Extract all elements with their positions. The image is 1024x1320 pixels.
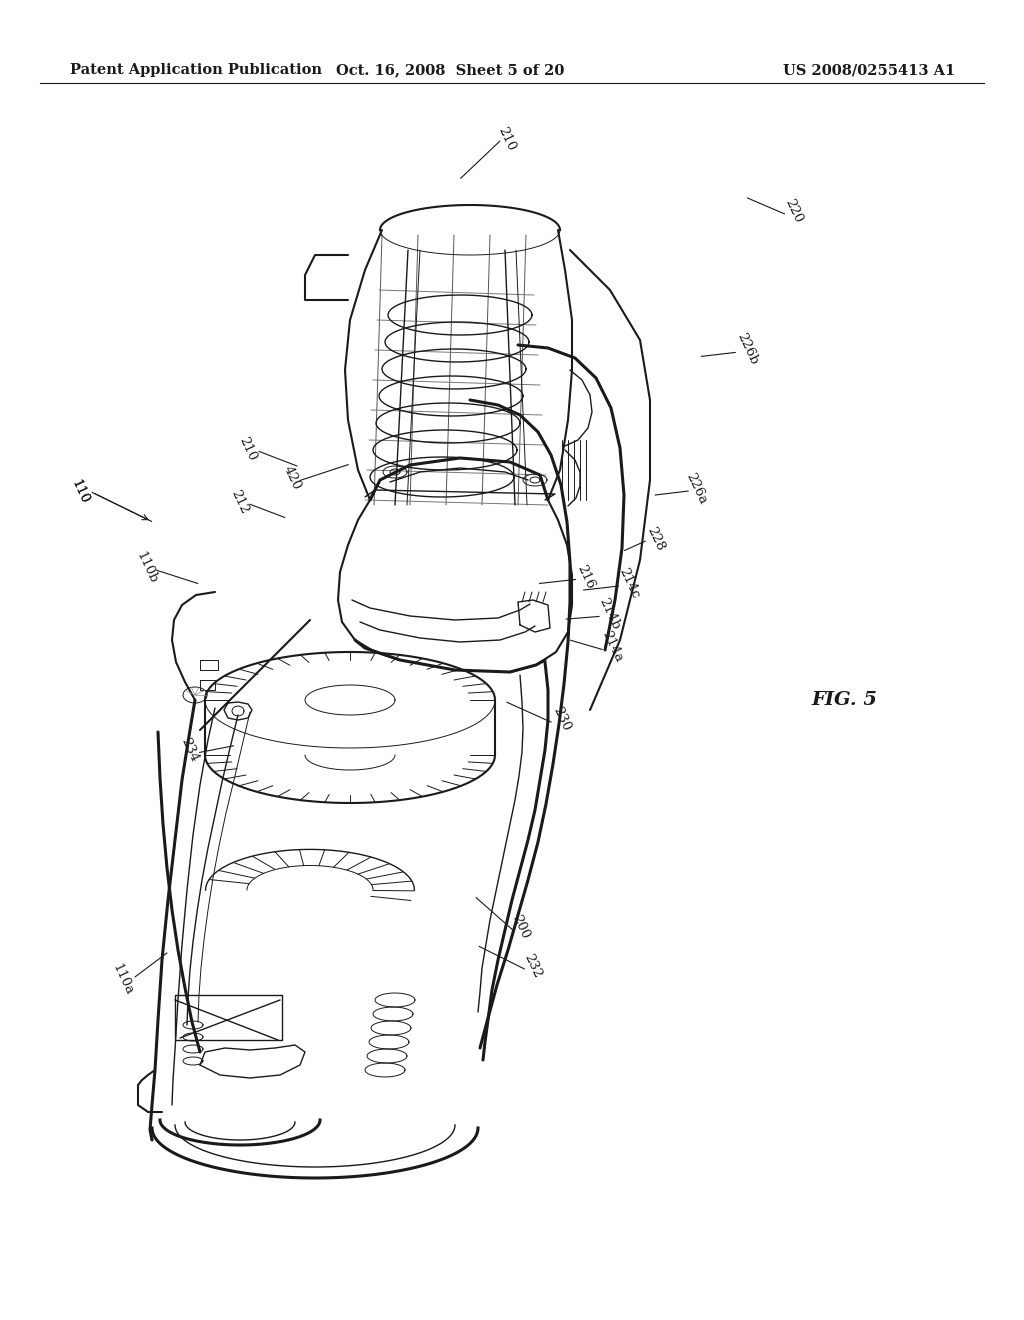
- Text: 226a: 226a: [683, 471, 710, 506]
- Text: 110b: 110b: [133, 549, 160, 586]
- Text: 232: 232: [521, 952, 544, 981]
- Text: 214c: 214c: [616, 566, 641, 601]
- Text: 110: 110: [69, 478, 91, 507]
- Text: Patent Application Publication: Patent Application Publication: [70, 63, 322, 77]
- Text: 234: 234: [178, 735, 201, 764]
- Text: 210: 210: [496, 124, 518, 153]
- Text: 216: 216: [574, 562, 597, 591]
- Text: 110a: 110a: [110, 962, 136, 997]
- Text: 214a: 214a: [599, 630, 626, 664]
- Text: US 2008/0255413 A1: US 2008/0255413 A1: [782, 63, 955, 77]
- Text: Oct. 16, 2008  Sheet 5 of 20: Oct. 16, 2008 Sheet 5 of 20: [336, 63, 564, 77]
- Text: 228: 228: [644, 524, 667, 553]
- Text: 226b: 226b: [734, 330, 761, 367]
- Text: 200: 200: [509, 912, 531, 941]
- Text: FIG. 5: FIG. 5: [812, 690, 878, 709]
- Text: 110: 110: [69, 478, 91, 507]
- Text: 220: 220: [782, 197, 805, 226]
- Text: 214b: 214b: [596, 595, 623, 632]
- Text: 210: 210: [237, 434, 259, 463]
- Text: 420: 420: [281, 463, 303, 492]
- Text: 230: 230: [550, 705, 572, 734]
- Text: 212: 212: [228, 487, 251, 516]
